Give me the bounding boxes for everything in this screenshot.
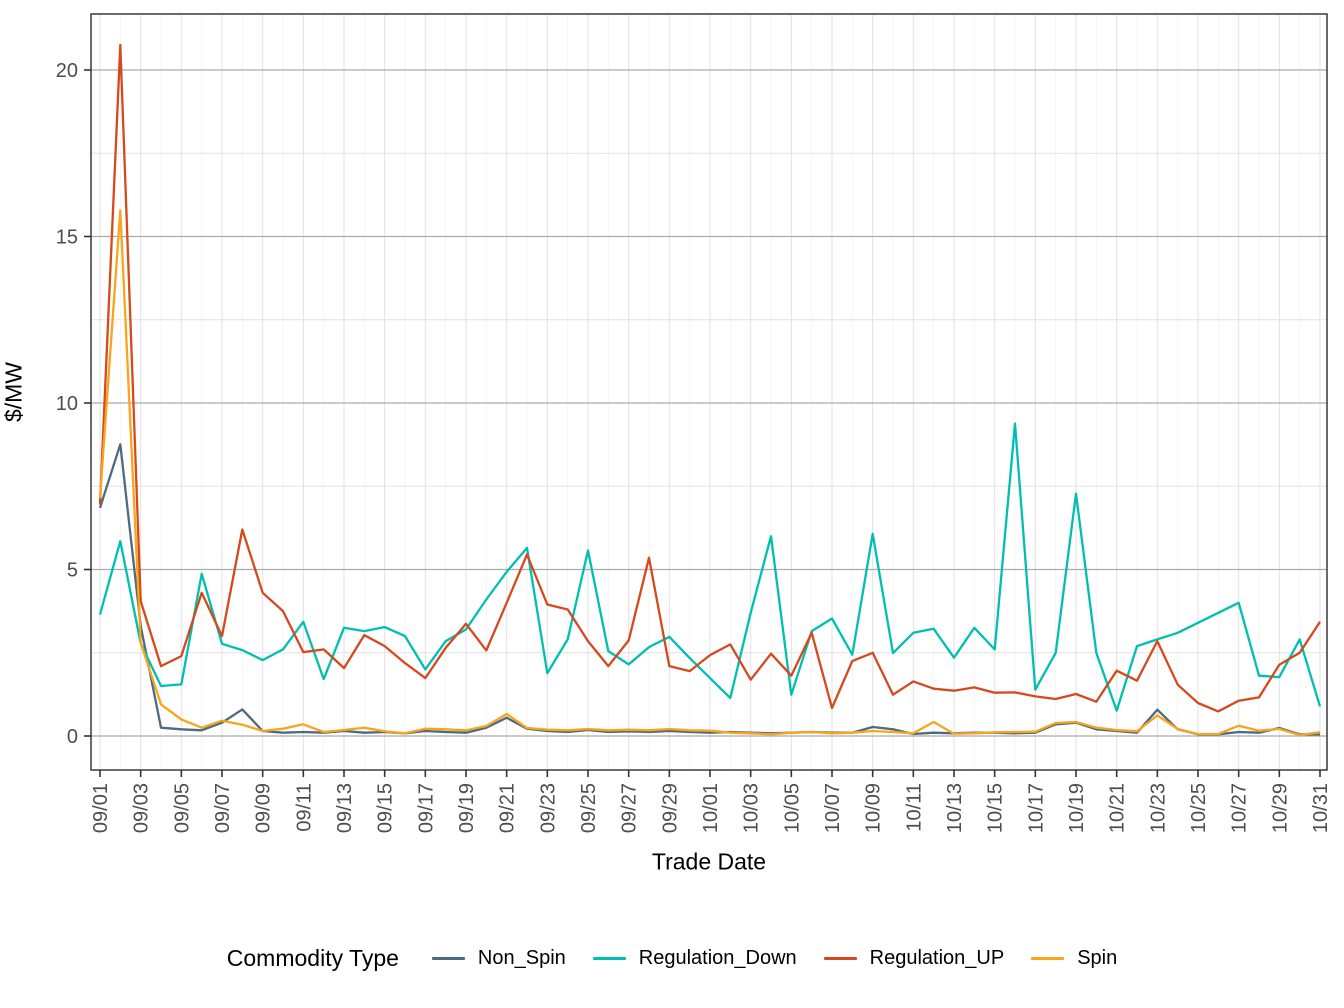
x-tick-label: 09/03 <box>131 783 153 833</box>
x-tick-label: 09/07 <box>212 783 234 833</box>
y-tick-label: 0 <box>67 726 78 748</box>
x-tick-label: 09/29 <box>659 783 681 833</box>
x-tick-label: 10/11 <box>903 783 925 832</box>
x-tick-label: 09/27 <box>619 783 641 833</box>
legend-item-non_spin: Non_Spin <box>431 946 566 970</box>
x-tick-label: 10/21 <box>1107 783 1129 833</box>
x-tick-label: 09/25 <box>578 783 600 833</box>
x-tick-label: 10/05 <box>781 783 803 833</box>
x-tick-label: 10/13 <box>944 783 966 833</box>
x-tick-label: 09/05 <box>171 783 193 833</box>
x-tick-label: 10/03 <box>741 783 763 833</box>
legend-item-regulation_up: Regulation_UP <box>823 946 1005 970</box>
legend-key-line-icon <box>431 956 465 960</box>
y-tick-label: 20 <box>56 60 78 82</box>
legend-item-label: Non_Spin <box>477 946 566 969</box>
x-tick-label: 10/17 <box>1025 783 1047 833</box>
legend-item-label: Regulation_Down <box>638 946 797 969</box>
legend-key-line-icon <box>823 956 857 960</box>
x-tick-label: 09/15 <box>375 783 397 833</box>
legend-title: Commodity Type <box>226 944 399 971</box>
x-tick-label: 10/15 <box>985 783 1007 833</box>
x-tick-label: 10/01 <box>700 783 722 833</box>
y-tick-label: 10 <box>56 393 78 415</box>
series-line-regulation_up <box>98 43 1321 713</box>
x-tick-label: 09/19 <box>456 783 478 833</box>
x-tick-label: 10/29 <box>1269 783 1291 833</box>
x-axis-title: Trade Date <box>651 848 767 875</box>
x-tick-label: 09/01 <box>90 783 112 833</box>
y-axis-title: $/MW <box>0 361 27 423</box>
legend-item-label: Spin <box>1077 946 1118 969</box>
x-tick-label: 09/23 <box>537 783 559 833</box>
x-tick-label: 09/11 <box>293 783 315 832</box>
series-line-spin <box>98 209 1321 737</box>
legend-item-label: Regulation_UP <box>869 946 1005 969</box>
x-tick-label: 10/31 <box>1310 783 1332 833</box>
x-tick-label: 10/19 <box>1066 783 1088 833</box>
legend-item-regulation_down: Regulation_Down <box>592 946 797 970</box>
panel-border <box>90 13 1328 771</box>
y-tick-label: 5 <box>67 560 78 582</box>
legend-key-line-icon <box>1031 956 1065 960</box>
legend: Commodity Type Non_Spin Regulation_Down Re… <box>0 930 1344 986</box>
legend-item-spin: Spin <box>1031 947 1117 970</box>
x-tick-label: 10/25 <box>1188 783 1210 833</box>
x-tick-label: 09/17 <box>415 783 437 833</box>
series-line-regulation_down <box>98 422 1322 712</box>
x-tick-label: 10/27 <box>1229 783 1251 833</box>
y-tick-label: 15 <box>56 227 78 249</box>
x-tick-label: 10/23 <box>1147 783 1169 833</box>
x-tick-label: 09/09 <box>253 783 275 833</box>
x-tick-label: 10/09 <box>863 783 885 833</box>
x-tick-label: 09/21 <box>497 783 519 833</box>
legend-key-line-icon <box>592 956 626 960</box>
x-tick-label: 10/07 <box>822 783 844 833</box>
x-tick-label: 09/13 <box>334 783 356 833</box>
